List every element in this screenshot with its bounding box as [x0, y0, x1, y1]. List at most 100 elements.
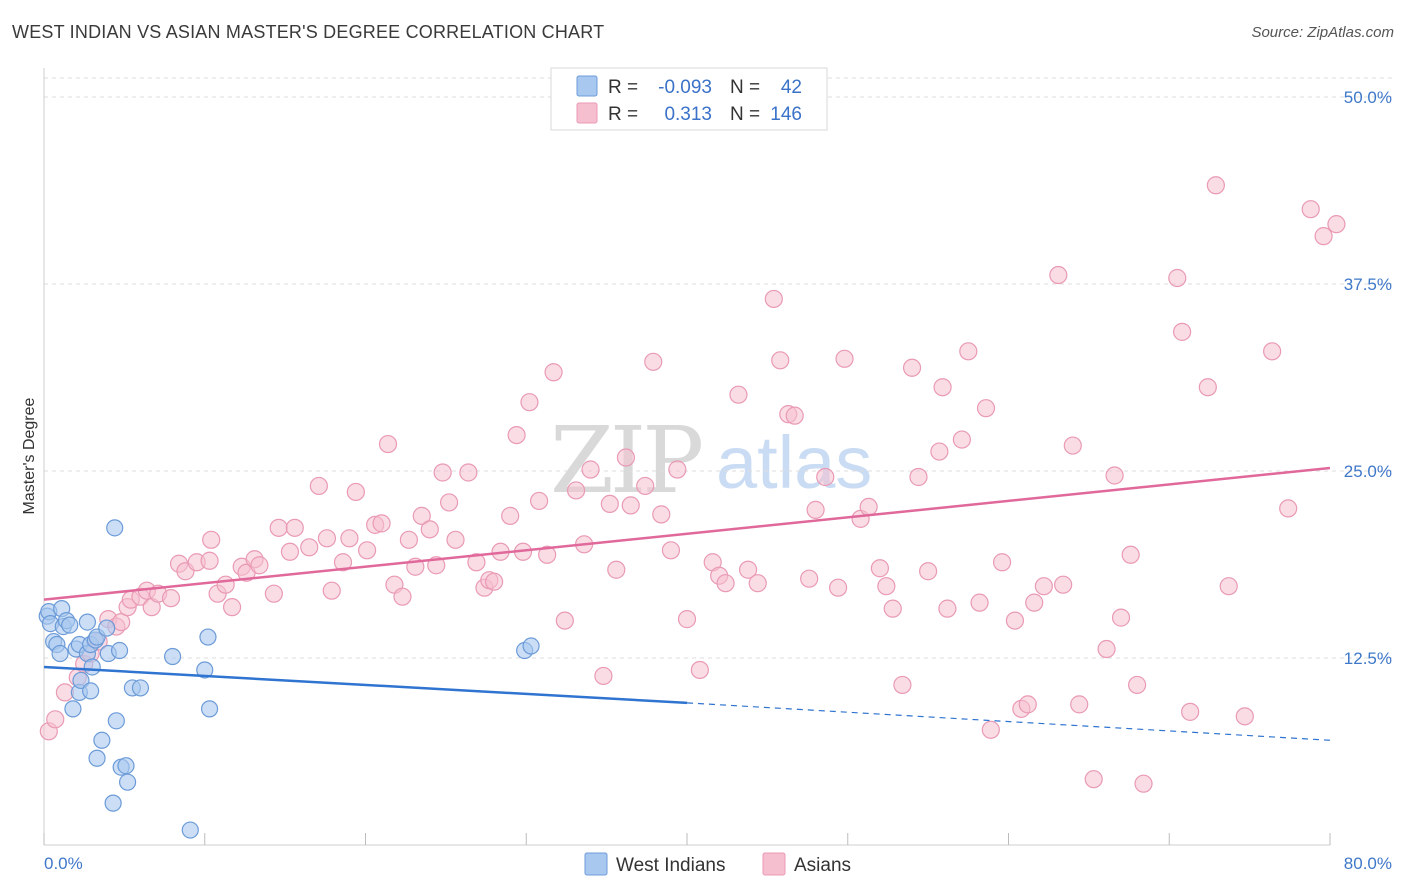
asians-point-36: [322, 581, 341, 600]
legend-n-value-1: 42: [781, 77, 802, 98]
asians-point-55: [467, 553, 486, 572]
asians-point-68: [566, 481, 586, 500]
asians-point-131: [1134, 774, 1153, 793]
legend-bottom-swatch-pink: [762, 852, 786, 876]
asians-point-39: [346, 482, 365, 502]
asians-point-113: [976, 399, 996, 418]
asians-point-138: [1235, 707, 1254, 726]
asians-point-53: [446, 530, 465, 549]
asians-point-135: [1198, 378, 1217, 397]
asians-point-122: [1054, 575, 1073, 594]
asians-point-110: [952, 430, 971, 449]
asians-point-85: [716, 574, 735, 593]
asians-point-95: [816, 467, 835, 487]
asians-point-132: [1168, 268, 1187, 288]
west-indians-point-19: [83, 658, 101, 676]
asians-point-107: [930, 442, 949, 461]
legend-swatch-blue: [576, 75, 598, 97]
west-indians-point-28: [110, 641, 129, 660]
legend-r-value-1: -0.093: [658, 77, 712, 98]
asians-point-142: [1314, 227, 1333, 246]
asians-trendline: [43, 466, 1331, 601]
legend-r-value-2: 0.313: [664, 104, 712, 125]
legend-bottom: West Indians Asians: [584, 852, 851, 876]
asians-point-75: [621, 496, 640, 515]
x-tick-label-max: 80.0%: [1344, 854, 1392, 873]
west-indians-point-15: [78, 613, 97, 631]
legend-n-label-1: N =: [730, 77, 760, 98]
asians-point-71: [594, 666, 613, 686]
west-indians-point-35: [164, 647, 182, 666]
x-ticks: [43, 833, 1331, 845]
asians-point-20: [200, 551, 219, 570]
asians-point-106: [919, 562, 938, 581]
asians-point-96: [829, 578, 848, 597]
asians-point-74: [616, 448, 636, 467]
asians-point-63: [520, 393, 539, 412]
asians-point-99: [859, 497, 878, 517]
asians-point-32: [285, 518, 304, 537]
watermark-atlas: atlas: [716, 421, 872, 504]
asians-point-143: [1327, 215, 1346, 234]
asians-point-129: [1121, 545, 1140, 564]
asians-point-119: [1025, 593, 1044, 612]
west-indians-point-34: [131, 679, 150, 697]
west-indians-points: [38, 519, 540, 839]
asians-point-76: [636, 476, 655, 496]
legend-bottom-west-indians: West Indians: [616, 855, 725, 876]
asians-point-140: [1279, 499, 1298, 518]
asians-point-77: [644, 352, 663, 371]
west-indians-point-10: [64, 700, 82, 718]
asians-point-90: [771, 351, 790, 370]
legend-swatch-pink: [576, 102, 598, 124]
asians-point-100: [870, 559, 890, 578]
asians-point-72: [600, 494, 619, 514]
asians-point-52: [439, 493, 459, 512]
west-indians-trendline: [43, 665, 688, 705]
legend-n-label-2: N =: [730, 104, 760, 125]
asians-point-137: [1219, 577, 1238, 596]
asians-point-21: [202, 530, 221, 549]
asians-point-81: [677, 610, 697, 629]
legend-bottom-swatch-blue: [584, 852, 608, 876]
west-indians-point-31: [118, 773, 137, 791]
asians-point-30: [269, 518, 288, 537]
asians-point-87: [738, 560, 758, 579]
asians-point-88: [748, 574, 767, 593]
asians-point-51: [433, 463, 452, 482]
asians-point-116: [1005, 611, 1025, 630]
west-indians-point-30: [117, 757, 135, 775]
asians-point-70: [581, 460, 600, 479]
west-indians-point-24: [98, 619, 116, 637]
trendlines: [43, 466, 1331, 741]
asians-point-134: [1181, 702, 1200, 721]
asians-point-73: [607, 560, 626, 579]
asians-point-24: [222, 598, 242, 617]
asians-point-58: [485, 572, 504, 591]
asians-point-66: [544, 363, 563, 382]
west-indians-point-37: [196, 661, 214, 679]
asians-point-114: [981, 720, 1000, 739]
west-indians-point-27: [107, 712, 125, 730]
y-axis-label: Master's Degree: [21, 397, 38, 514]
west-indians-point-23: [93, 731, 111, 749]
asians-point-23: [216, 575, 235, 594]
legend-bottom-asians: Asians: [794, 855, 851, 876]
asians-point-79: [661, 541, 681, 560]
asians-point-45: [393, 587, 412, 606]
asians-point-102: [883, 599, 902, 618]
asians-point-60: [501, 506, 520, 525]
asians-point-46: [399, 530, 419, 549]
west-indians-point-32: [106, 519, 124, 537]
asians-point-118: [1018, 695, 1037, 714]
asians-point-121: [1049, 265, 1068, 285]
asians-point-54: [459, 463, 478, 482]
asians-point-104: [902, 358, 922, 377]
west-indians-point-41: [522, 637, 540, 655]
west-indians-point-18: [82, 682, 100, 700]
asians-point-48: [412, 506, 431, 525]
asians-point-78: [652, 505, 671, 524]
asians-point-125: [1084, 770, 1103, 789]
asians-point-136: [1206, 176, 1225, 195]
